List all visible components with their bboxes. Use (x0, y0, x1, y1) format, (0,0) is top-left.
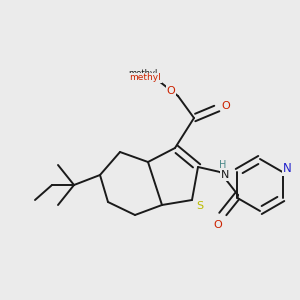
Text: methyl: methyl (128, 70, 158, 79)
Text: N: N (283, 163, 292, 176)
Text: methyl: methyl (129, 74, 161, 82)
Text: S: S (196, 201, 204, 211)
Text: H: H (219, 160, 227, 170)
Text: O: O (222, 101, 230, 111)
Text: N: N (221, 170, 229, 180)
Text: O: O (167, 86, 176, 96)
Text: O: O (214, 220, 222, 230)
